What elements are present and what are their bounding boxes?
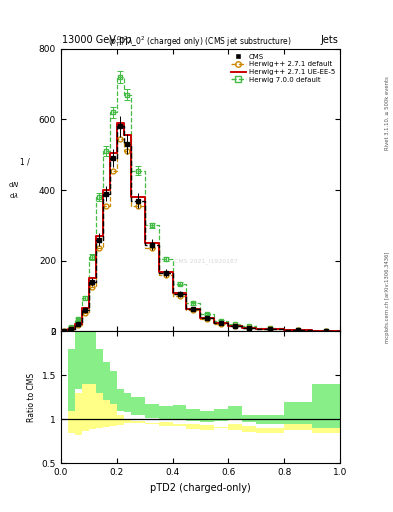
Legend: CMS, Herwig++ 2.7.1 default, Herwig++ 2.7.1 UE-EE-5, Herwig 7.0.0 default: CMS, Herwig++ 2.7.1 default, Herwig++ 2.…	[230, 52, 336, 84]
Title: $(p_T^D)^2\lambda\_0^2$ (charged only) (CMS jet substructure): $(p_T^D)^2\lambda\_0^2$ (charged only) (…	[108, 34, 292, 49]
Text: Rivet 3.1.10, ≥ 500k events: Rivet 3.1.10, ≥ 500k events	[385, 76, 390, 150]
Y-axis label: Ratio to CMS: Ratio to CMS	[27, 373, 36, 422]
Y-axis label: $\mathrm{d}N$
$\mathrm{d}\lambda$: $\mathrm{d}N$ $\mathrm{d}\lambda$	[8, 180, 20, 200]
Text: CMS 2021_I1920187: CMS 2021_I1920187	[174, 258, 238, 264]
Text: mcplots.cern.ch [arXiv:1306.3436]: mcplots.cern.ch [arXiv:1306.3436]	[385, 251, 390, 343]
Text: 1 /: 1 /	[20, 157, 29, 166]
X-axis label: pTD2 (charged-only): pTD2 (charged-only)	[150, 483, 251, 493]
Text: Jets: Jets	[321, 35, 339, 45]
Text: 13000 GeV pp: 13000 GeV pp	[62, 35, 132, 45]
